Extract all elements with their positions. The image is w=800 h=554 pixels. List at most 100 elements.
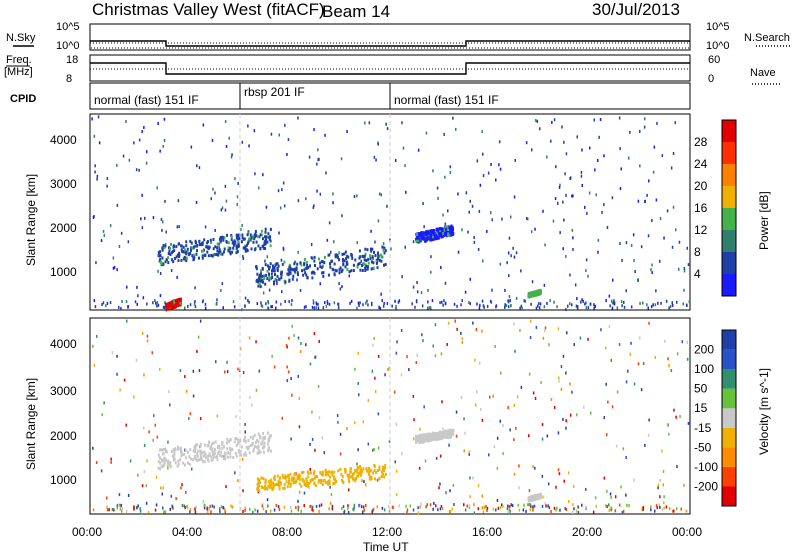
data-cell xyxy=(263,277,266,280)
scatter-cell xyxy=(170,269,173,273)
data-cell xyxy=(311,477,314,481)
scatter-cell xyxy=(481,418,484,422)
data-cell xyxy=(201,249,203,253)
scatter-cell xyxy=(313,204,315,208)
data-cell xyxy=(208,245,211,249)
nave-label: Nave xyxy=(750,67,776,79)
scatter-cell xyxy=(589,146,591,150)
data-cell xyxy=(297,473,300,477)
data-cell xyxy=(279,476,282,480)
scatter-cell xyxy=(584,205,586,209)
scatter-cell xyxy=(623,305,626,309)
scatter-cell xyxy=(491,218,493,222)
data-cell xyxy=(313,472,315,476)
data-cell xyxy=(250,247,253,251)
data-cell xyxy=(196,243,199,247)
scatter-cell xyxy=(571,303,573,307)
data-cell xyxy=(211,450,214,454)
scatter-cell xyxy=(442,427,444,431)
data-cell xyxy=(324,481,327,485)
scatter-cell xyxy=(545,504,547,508)
scatter-cell xyxy=(610,508,612,512)
scatter-cell xyxy=(610,358,612,362)
scatter-cell xyxy=(532,391,535,395)
scatter-cell xyxy=(571,194,573,198)
noise-panel: N.Sky N.Search 10^5 10^0 10^5 10^0 xyxy=(6,21,790,52)
scatter-cell xyxy=(353,506,355,510)
scatter-cell xyxy=(575,509,578,513)
scatter-cell xyxy=(612,278,614,282)
data-cell xyxy=(258,489,261,492)
scatter-cell xyxy=(686,340,688,344)
scatter-cell xyxy=(507,504,509,508)
data-cell xyxy=(261,442,264,446)
scatter-cell xyxy=(556,305,558,309)
scatter-cell xyxy=(440,505,443,508)
scatter-cell xyxy=(388,366,391,370)
scatter-cell xyxy=(552,219,555,223)
scatter-cell xyxy=(348,274,350,278)
scatter-cell xyxy=(482,152,484,156)
data-cell xyxy=(177,459,180,463)
scatter-cell xyxy=(620,167,622,171)
scatter-cell xyxy=(386,127,389,131)
scatter-cell xyxy=(538,306,541,310)
scatter-cell xyxy=(255,340,257,344)
data-cell xyxy=(312,270,315,274)
freq-line xyxy=(90,62,690,75)
scatter-cell xyxy=(650,268,652,272)
scatter-cell xyxy=(510,254,512,258)
scatter-cell xyxy=(311,505,314,509)
data-cell xyxy=(264,481,267,485)
data-cell xyxy=(269,276,272,280)
data-cell xyxy=(252,240,255,244)
scatter-cell xyxy=(341,214,343,218)
data-cell xyxy=(257,280,260,284)
colorbar-tick-label: 100 xyxy=(694,362,714,376)
scatter-cell xyxy=(585,301,587,305)
data-cell xyxy=(344,468,347,472)
data-cell xyxy=(294,480,297,484)
scatter-cell xyxy=(620,300,623,304)
scatter-cell xyxy=(396,340,398,344)
data-cell xyxy=(307,484,309,488)
data-cell xyxy=(232,456,235,459)
scatter-cell xyxy=(184,375,186,379)
data-cell xyxy=(233,242,236,245)
data-cell xyxy=(237,448,240,452)
scatter-cell xyxy=(133,395,135,399)
data-cell xyxy=(415,234,418,238)
scatter-cell xyxy=(667,357,669,361)
scatter-cell xyxy=(556,506,558,510)
scatter-cell xyxy=(580,170,583,174)
data-cell xyxy=(351,256,354,260)
scatter-cell xyxy=(482,304,485,308)
data-cell xyxy=(323,261,326,265)
data-cell xyxy=(175,255,178,259)
data-cell xyxy=(309,471,312,475)
data-cell xyxy=(231,241,234,245)
scatter-cell xyxy=(241,457,244,461)
data-cell xyxy=(168,249,171,253)
data-cell xyxy=(212,453,215,457)
data-cell xyxy=(211,447,214,451)
data-cell xyxy=(361,254,364,258)
scatter-cell xyxy=(515,427,517,430)
data-cell xyxy=(186,247,189,251)
data-cell xyxy=(182,453,185,456)
data-cell xyxy=(247,438,250,442)
colorbar-segment xyxy=(722,274,736,296)
data-cell xyxy=(199,449,202,453)
scatter-cell xyxy=(152,216,155,220)
data-cell xyxy=(169,461,172,465)
data-cell xyxy=(174,461,177,465)
scatter-cell xyxy=(553,118,556,122)
scatter-cell xyxy=(565,426,567,430)
scatter-cell xyxy=(127,305,129,308)
data-cell xyxy=(359,268,362,272)
scatter-cell xyxy=(254,172,256,176)
scatter-cell xyxy=(687,421,690,425)
scatter-cell xyxy=(605,382,607,386)
data-cell xyxy=(320,479,322,482)
scatter-cell xyxy=(199,319,202,323)
